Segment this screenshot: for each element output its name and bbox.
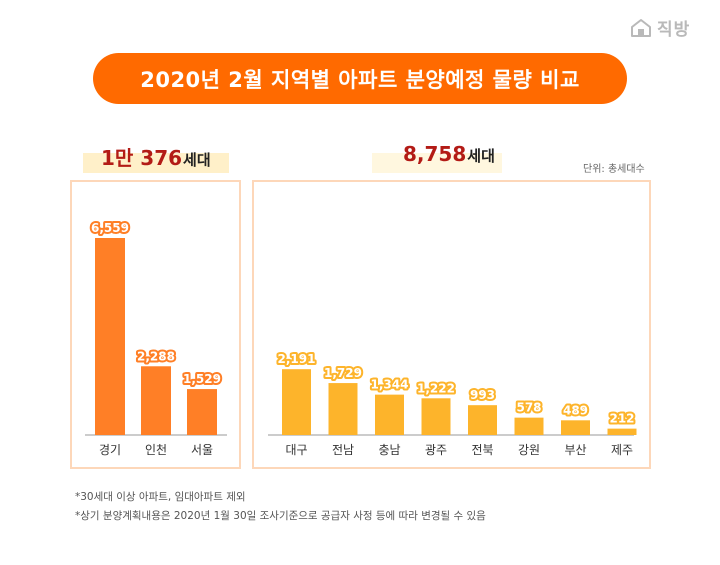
- category-label-경기: 경기: [99, 443, 121, 457]
- category-label-인천: 인천: [145, 442, 167, 457]
- category-label-부산: 부산: [564, 443, 586, 457]
- category-label-서울: 서울: [191, 443, 213, 457]
- total-left-number: 1만 376: [101, 146, 183, 170]
- bar-제주: [607, 428, 637, 435]
- value-label-대구: 2,191: [278, 352, 316, 366]
- bar-부산: [561, 420, 590, 435]
- bar-경기: [95, 238, 125, 435]
- total-left: 1만 376세대: [101, 142, 211, 171]
- category-label-대구: 대구: [285, 443, 307, 457]
- value-label-전남: 1,729: [324, 366, 362, 380]
- brand-name: 직방: [657, 20, 691, 40]
- value-label-제주: 212: [609, 412, 634, 426]
- category-label-전남: 전남: [332, 443, 354, 457]
- value-label-강원: 578: [516, 401, 541, 415]
- category-label-강원: 강원: [518, 443, 540, 457]
- total-right-number: 8,758: [403, 142, 467, 166]
- total-left-unit: 세대: [183, 151, 211, 169]
- house-logo-icon: [631, 18, 651, 37]
- bar-충남: [375, 394, 404, 435]
- category-label-제주: 제주: [611, 443, 633, 457]
- value-label-광주: 1,222: [417, 381, 455, 395]
- footnote-1: *30세대 이상 아파트, 임대아파트 제외: [75, 491, 246, 503]
- bar-강원: [514, 417, 544, 435]
- title-banner: 2020년 2월 지역별 아파트 분양예정 물량 비교: [93, 53, 627, 104]
- value-label-인천: 2,288: [137, 349, 175, 363]
- footnote-2: *상기 분양계획내용은 2020년 1월 30일 조사기준으로 공급자 사정 등…: [75, 510, 486, 522]
- value-label-경기: 6,559: [91, 221, 129, 235]
- bar-전북: [468, 405, 497, 435]
- value-label-전북: 993: [470, 388, 495, 402]
- total-right-unit: 세대: [467, 147, 495, 165]
- bar-전남: [328, 383, 358, 435]
- bar-대구: [282, 369, 311, 435]
- value-label-서울: 1,529: [183, 372, 221, 386]
- brand-logo: 직방: [630, 15, 690, 40]
- total-highlight-right: [372, 153, 502, 173]
- category-label-전북: 전북: [471, 443, 493, 457]
- bar-서울: [187, 389, 217, 435]
- bar-광주: [421, 398, 451, 435]
- value-label-충남: 1,344: [371, 378, 409, 392]
- total-right: 8,758세대: [403, 142, 495, 166]
- category-label-광주: 광주: [425, 443, 447, 457]
- total-highlight-left: [83, 153, 229, 173]
- bar-인천: [141, 366, 171, 435]
- value-label-부산: 489: [563, 403, 588, 417]
- category-label-충남: 충남: [378, 443, 400, 457]
- chart-title: 2020년 2월 지역별 아파트 분양예정 물량 비교: [140, 67, 580, 92]
- unit-note: 단위: 총세대수: [583, 164, 645, 175]
